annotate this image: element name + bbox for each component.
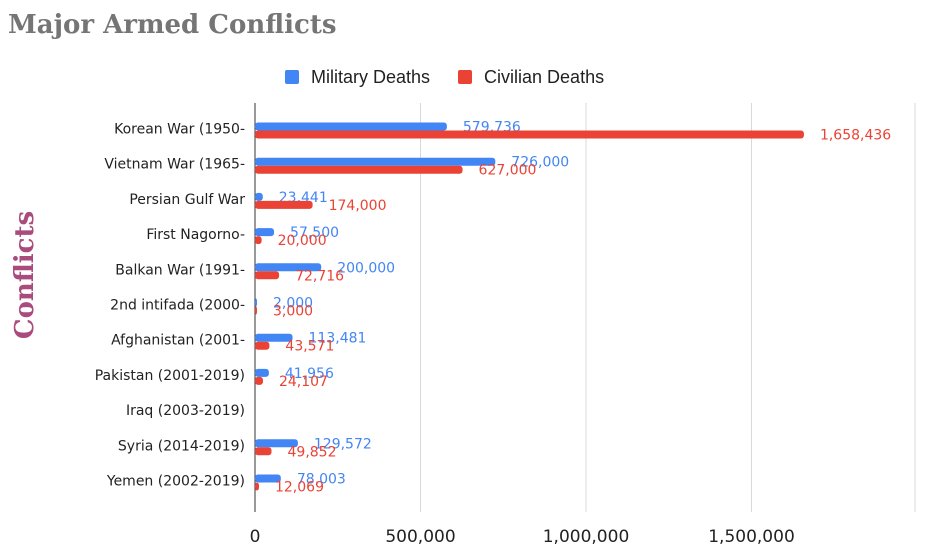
data-label-civilian-6: 43,571	[285, 339, 334, 355]
bar-military-9	[255, 439, 298, 448]
data-label-civilian-9: 49,852	[288, 444, 337, 460]
category-label-2: Persian Gulf War	[129, 192, 245, 208]
category-label-8: Iraq (2003-2019)	[126, 403, 245, 419]
data-label-civilian-4: 72,716	[295, 268, 344, 284]
bar-civilian-0	[255, 130, 804, 139]
legend: Military Deaths Civilian Deaths	[285, 64, 632, 90]
category-label-4: Balkan War (1991-	[115, 262, 245, 278]
data-label-civilian-7: 24,107	[279, 374, 328, 390]
category-label-10: Yemen (2002-2019)	[106, 474, 245, 490]
bar-military-1	[255, 157, 496, 166]
legend-swatch-civilian	[458, 70, 473, 84]
data-label-military-1: 726,000	[511, 155, 569, 171]
data-label-civilian-2: 174,000	[329, 198, 387, 214]
category-label-3: First Nagorno-	[146, 227, 245, 243]
category-label-6: Afghanistan (2001-	[111, 333, 245, 349]
data-label-civilian-3: 20,000	[278, 233, 327, 249]
x-tick-label-2: 1,000,000	[543, 527, 630, 547]
x-tick-label-3: 1,500,000	[708, 527, 795, 547]
category-label-9: Syria (2014-2019)	[118, 438, 245, 454]
bar-military-3	[255, 228, 275, 237]
x-tick-label-1: 500,000	[385, 527, 455, 547]
data-label-military-4: 200,000	[337, 260, 395, 276]
bar-civilian-7	[255, 376, 263, 385]
bar-civilian-6	[255, 341, 270, 350]
data-label-military-10: 78,003	[297, 472, 346, 488]
data-label-civilian-5: 3,000	[273, 304, 313, 320]
category-label-7: Pakistan (2001-2019)	[95, 368, 245, 384]
category-label-0: Korean War (1950-	[114, 122, 245, 138]
bar-civilian-2	[255, 200, 313, 209]
x-tick-label-0: 0	[250, 527, 261, 547]
legend-item-military[interactable]: Military Deaths	[285, 67, 430, 88]
bar-military-0	[255, 122, 447, 131]
data-label-civilian-1: 627,000	[479, 163, 537, 179]
data-label-military-9: 129,572	[314, 436, 372, 452]
data-label-civilian-0: 1,658,436	[820, 128, 891, 144]
data-label-military-5: 2,000	[273, 296, 313, 312]
data-label-military-6: 113,481	[309, 331, 367, 347]
legend-item-civilian[interactable]: Civilian Deaths	[458, 67, 604, 88]
chart-title: Major Armed Conflicts	[8, 10, 337, 40]
bar-civilian-1	[255, 165, 463, 174]
legend-label-military: Military Deaths	[311, 66, 431, 87]
bar-military-5	[255, 298, 257, 307]
category-label-1: Vietnam War (1965-	[104, 157, 245, 173]
legend-label-civilian: Civilian Deaths	[484, 66, 605, 87]
bar-military-10	[255, 474, 281, 483]
legend-swatch-military	[285, 70, 299, 84]
bar-military-2	[255, 192, 263, 201]
data-label-military-7: 41,956	[285, 366, 334, 382]
bar-civilian-9	[255, 447, 272, 456]
bar-military-4	[255, 263, 322, 272]
bar-military-7	[255, 368, 269, 377]
data-label-civilian-10: 12,069	[275, 480, 324, 496]
bar-civilian-5	[255, 306, 257, 315]
bar-civilian-10	[255, 482, 259, 491]
bar-civilian-4	[255, 271, 280, 280]
data-label-military-3: 57,500	[290, 225, 339, 241]
bar-civilian-3	[255, 236, 262, 245]
bar-military-6	[255, 333, 293, 342]
category-label-5: 2nd intifada (2000-	[110, 298, 245, 314]
